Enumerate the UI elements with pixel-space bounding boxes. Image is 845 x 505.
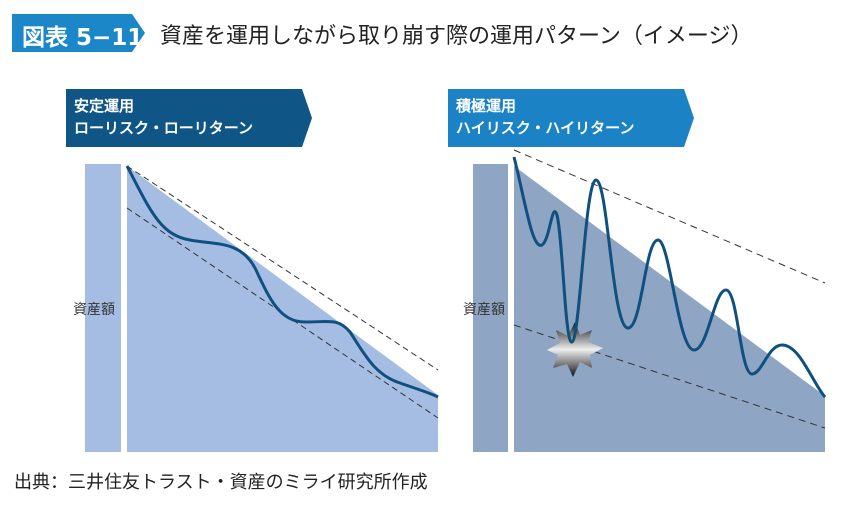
crash-starburst-icon bbox=[547, 322, 603, 377]
withdrawal-area bbox=[127, 166, 438, 452]
upper-range-line bbox=[513, 149, 826, 284]
panel-heading-line1: 積極運用 bbox=[456, 97, 517, 115]
y-axis-label: 資産額 bbox=[73, 302, 115, 318]
upper-range-line bbox=[126, 165, 439, 371]
panel-heading-line2: ローリスク・ローリターン bbox=[74, 119, 253, 137]
figure-label: 図表 5−11 bbox=[22, 25, 144, 51]
asset-curve-aggressive bbox=[512, 156, 827, 398]
withdrawal-area bbox=[514, 166, 825, 452]
lower-range-line bbox=[126, 207, 439, 419]
source-note: 出典：三井住友トラスト・資産のミライ研究所作成 bbox=[14, 472, 428, 493]
panel-heading-line2: ハイリスク・ハイリターン bbox=[456, 119, 635, 137]
initial-asset-bar bbox=[85, 164, 121, 452]
initial-asset-bar bbox=[473, 164, 508, 452]
asset-curve-stable bbox=[125, 165, 439, 399]
figure-title: 資産を運用しながら取り崩す際の運用パターン（イメージ） bbox=[160, 24, 753, 49]
y-axis-label: 資産額 bbox=[463, 302, 505, 318]
panel-heading-line1: 安定運用 bbox=[74, 97, 135, 115]
